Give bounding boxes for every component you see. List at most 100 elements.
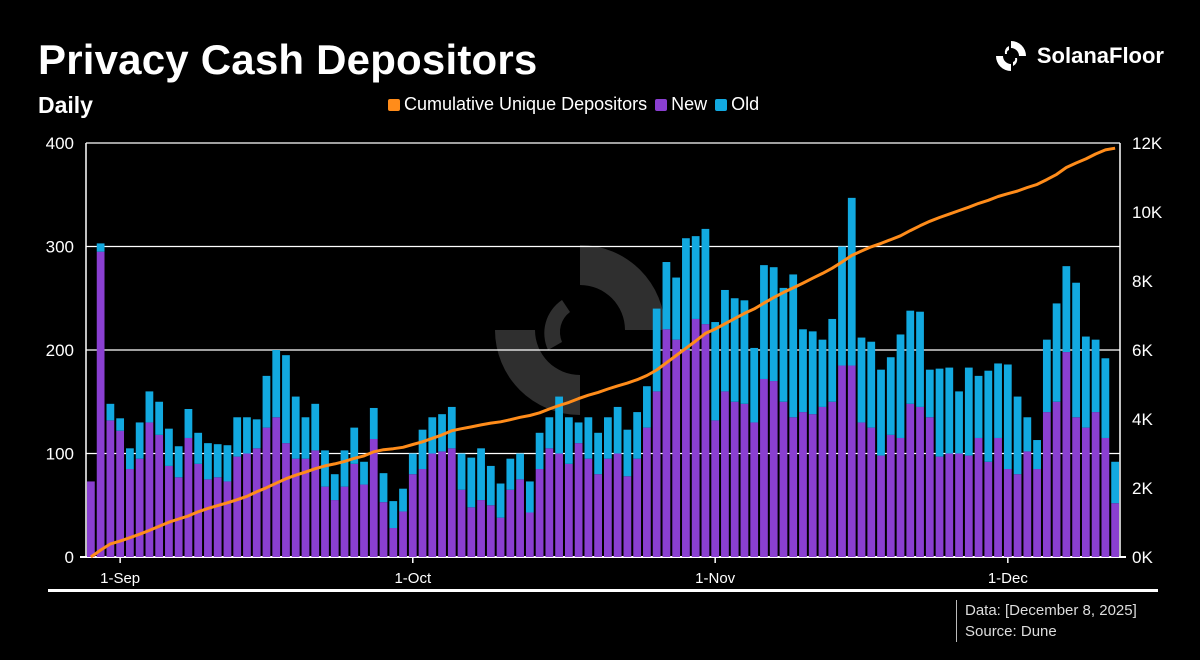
bar-new <box>213 477 222 557</box>
bar-old <box>721 289 729 392</box>
bar-old <box>126 448 134 470</box>
bar-new <box>652 391 661 557</box>
bar-new <box>506 489 515 557</box>
bar-new <box>750 422 759 557</box>
y-tick-label: 100 <box>46 445 74 464</box>
bar-old <box>457 453 466 490</box>
bar-new <box>418 469 427 557</box>
bar-new <box>369 439 378 557</box>
bar-new <box>311 450 320 557</box>
bar-new <box>272 417 281 557</box>
bar-old <box>955 391 963 454</box>
bar-old <box>867 341 876 428</box>
bar-old <box>701 228 710 325</box>
bar-new <box>204 479 212 557</box>
bar-new <box>643 427 651 557</box>
legend-label-cumulative: Cumulative Unique Depositors <box>404 94 648 114</box>
bar-old <box>1052 303 1061 402</box>
bar-new <box>408 474 417 557</box>
bar-old <box>935 368 944 457</box>
bar-old <box>1013 396 1022 475</box>
bar-new <box>1052 401 1061 557</box>
bar-old <box>1072 282 1080 418</box>
bar-new <box>594 474 602 557</box>
bar-old <box>1091 339 1100 413</box>
bar-new <box>486 505 495 557</box>
bar-new <box>1081 427 1090 557</box>
bar-old <box>213 444 222 478</box>
bar-new <box>886 434 895 557</box>
bar-old <box>330 474 339 501</box>
bar-new <box>613 453 622 557</box>
bar-new <box>633 458 642 557</box>
y2-tick-label: 4K <box>1132 410 1153 429</box>
bar-old <box>399 488 407 512</box>
bar-old <box>886 357 895 435</box>
bar-old <box>994 363 1002 438</box>
bar-new <box>438 451 446 557</box>
bar-old <box>808 331 817 415</box>
bar-new <box>291 458 300 557</box>
bar-new <box>1091 412 1100 557</box>
bar-new <box>496 517 505 557</box>
bar-old <box>1042 339 1051 413</box>
bar-new <box>1042 412 1051 557</box>
bar-new <box>828 401 837 557</box>
bar-new <box>340 486 349 557</box>
legend: Cumulative Unique Depositors New Old <box>388 94 767 115</box>
bar-new <box>330 500 339 557</box>
bar-new <box>165 465 173 557</box>
bar-old <box>760 265 768 379</box>
bar-new <box>447 448 456 557</box>
bar-old <box>672 277 681 340</box>
y2-tick-label: 6K <box>1132 341 1153 360</box>
bar-new <box>1023 451 1032 557</box>
x-tick-label: 1-Sep <box>100 570 140 587</box>
bar-old <box>135 422 144 459</box>
bar-old <box>838 246 846 366</box>
bar-old <box>730 298 739 402</box>
y-tick-label: 400 <box>46 134 74 153</box>
bar-new <box>574 443 583 557</box>
bar-old <box>916 311 924 407</box>
solanafloor-logo-icon <box>995 41 1026 71</box>
bar-old <box>389 501 398 529</box>
y-tick-label: 200 <box>46 341 74 360</box>
bar-old <box>145 391 154 423</box>
bar-new <box>779 401 788 557</box>
bar-new <box>467 507 476 557</box>
bar-old <box>467 457 476 508</box>
x-tick-label: 1-Nov <box>695 570 736 587</box>
bar-new <box>808 414 817 557</box>
bar-new <box>935 456 944 557</box>
bar-new <box>96 251 105 558</box>
bar-old <box>964 367 973 456</box>
legend-swatch-new <box>655 98 668 111</box>
bar-new <box>428 453 437 557</box>
bar-old <box>945 367 954 454</box>
bar-old <box>428 417 437 454</box>
bar-old <box>165 428 173 466</box>
bar-new <box>535 469 544 557</box>
bar-old <box>1033 440 1041 470</box>
bar-new <box>691 318 700 557</box>
bar-new <box>964 455 973 557</box>
bar-old <box>252 419 261 449</box>
bar-new <box>672 339 681 557</box>
bar-old <box>1081 336 1090 428</box>
bar-new <box>174 477 183 557</box>
footer-divider <box>48 589 1158 592</box>
bar-new <box>457 489 466 557</box>
bar-new <box>545 448 554 557</box>
bar-new <box>135 458 144 557</box>
bar-new <box>984 461 993 557</box>
legend-swatch-old <box>715 98 728 111</box>
legend-label-old: Old <box>731 94 760 114</box>
bar-old <box>896 334 905 438</box>
bar-new <box>857 422 866 557</box>
bar-old <box>360 461 368 485</box>
bar-old <box>525 481 534 513</box>
bar-new <box>106 420 115 557</box>
bar-old <box>223 445 232 482</box>
